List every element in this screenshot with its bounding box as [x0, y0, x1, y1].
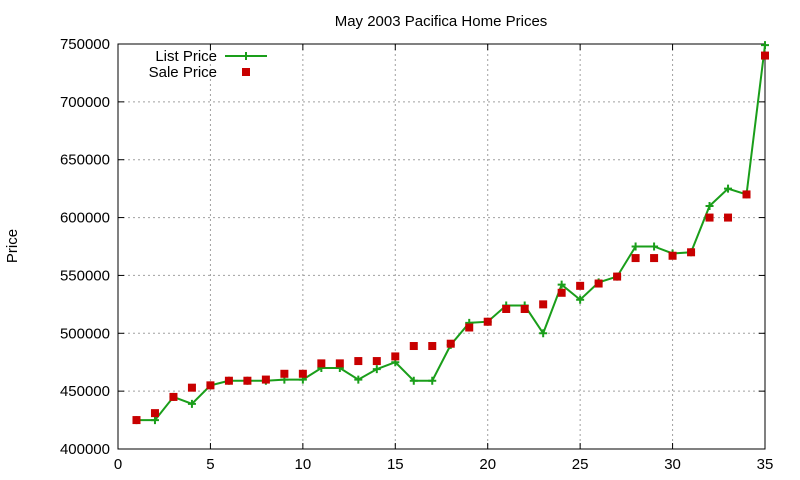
- list-price-point: [428, 376, 437, 385]
- y-axis-label: Price: [4, 229, 21, 263]
- y-tick-label: 650000: [60, 152, 110, 169]
- sale-price-point: [446, 339, 455, 348]
- sale-price-point: [761, 51, 769, 60]
- x-tick-label: 20: [479, 456, 496, 473]
- list-price-point: [724, 184, 733, 193]
- x-tick-label: 30: [664, 456, 681, 473]
- sale-price-point: [465, 323, 474, 332]
- sale-price-point: [687, 248, 696, 257]
- list-price-point: [539, 329, 548, 338]
- sale-price-point: [335, 359, 344, 368]
- legend-square-marker: [242, 68, 250, 76]
- list-price-point: [372, 365, 381, 374]
- sale-price-point: [187, 383, 196, 392]
- plot-frame: [117, 43, 766, 450]
- sale-price-point: [280, 369, 289, 378]
- x-tick-label: 25: [572, 456, 589, 473]
- list-price-point: [150, 416, 159, 425]
- sale-price-point: [169, 392, 178, 401]
- series-line-list-price: [136, 45, 766, 422]
- list-price-point: [354, 375, 363, 384]
- y-tick-label: 450000: [60, 383, 110, 400]
- sale-price-point: [391, 352, 400, 361]
- x-tick-label: 0: [114, 456, 122, 473]
- list-price-point: [557, 280, 566, 289]
- sale-price-point: [317, 359, 326, 368]
- series-layer: [132, 41, 769, 425]
- axis-ticks: 0 5 10 15 20 25 30 35 400000 450000 500000 550000 60…: [60, 36, 773, 473]
- sale-price-point: [428, 342, 437, 351]
- y-tick-label: 400000: [60, 441, 110, 458]
- y-tick-label: 600000: [60, 210, 110, 227]
- sale-price-point: [724, 213, 733, 222]
- list-price-point: [631, 242, 640, 251]
- list-price-point: [705, 202, 714, 210]
- y-tick-label: 750000: [60, 36, 110, 53]
- sale-price-point: [483, 317, 492, 326]
- sale-price-point: [298, 369, 307, 378]
- sale-price-point: [409, 342, 418, 351]
- legend-swatch-list-price: [225, 52, 267, 60]
- sale-price-point: [742, 190, 751, 199]
- y-tick-label: 700000: [60, 94, 110, 111]
- sale-price-point: [613, 272, 622, 281]
- x-tick-label: 15: [387, 456, 404, 473]
- sale-price-point: [354, 357, 363, 366]
- sale-price-point: [261, 375, 270, 384]
- gridlines: [118, 44, 765, 449]
- x-tick-label: 5: [206, 456, 214, 473]
- chart-title: May 2003 Pacifica Home Prices: [335, 13, 548, 30]
- legend-label-sale-price: Sale Price: [149, 64, 217, 81]
- list-price-point: [650, 242, 659, 251]
- sale-price-point: [705, 213, 714, 222]
- sale-price-point: [557, 288, 566, 297]
- sale-price-point: [243, 376, 252, 385]
- x-tick-label: 35: [757, 456, 774, 473]
- y-tick-label: 550000: [60, 267, 110, 284]
- sale-price-point: [668, 251, 677, 260]
- sale-price-point: [132, 416, 141, 425]
- sale-price-point: [150, 409, 159, 418]
- sale-price-point: [206, 381, 215, 390]
- sale-price-point: [224, 376, 233, 385]
- sale-price-point: [650, 254, 659, 263]
- sale-price-point: [372, 357, 381, 366]
- sale-price-point: [576, 281, 585, 290]
- legend-plus-marker: [242, 52, 250, 60]
- sale-price-point: [502, 304, 511, 313]
- y-tick-label: 500000: [60, 325, 110, 342]
- sale-price-point: [594, 279, 603, 288]
- sale-price-point: [631, 254, 640, 263]
- list-price-point: [576, 295, 585, 304]
- sale-price-point: [539, 300, 548, 309]
- list-price-point: [409, 376, 418, 385]
- legend-swatch-sale-price: [242, 68, 250, 76]
- x-tick-label: 10: [295, 456, 312, 473]
- list-price-point: [761, 41, 769, 50]
- legend: List Price Sale Price: [149, 48, 267, 81]
- legend-label-list-price: List Price: [155, 48, 217, 65]
- list-price-point: [187, 399, 196, 408]
- sale-price-point: [520, 304, 529, 313]
